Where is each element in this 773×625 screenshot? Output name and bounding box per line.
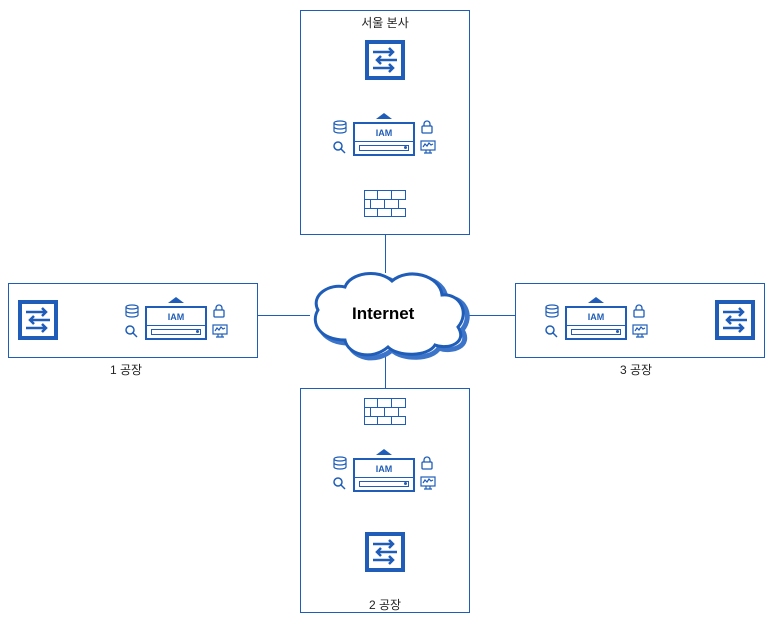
iam-server-right: IAM [565, 306, 627, 340]
server-left-trapezoid [168, 297, 184, 303]
monitor-icon-bottom [420, 476, 436, 490]
monitor-icon-right [632, 324, 648, 338]
lock-icon-top [420, 120, 436, 134]
switch-icon-top [365, 40, 405, 80]
switch-icon-right [715, 300, 755, 340]
switch-icon-left [18, 300, 58, 340]
network-diagram: Internet 서울 본사 IAM [0, 0, 773, 625]
site-left-label: 1 공장 [110, 361, 142, 378]
server-right-trapezoid [588, 297, 604, 303]
server-bottom-trapezoid [376, 449, 392, 455]
iam-label-bottom: IAM [355, 460, 413, 478]
iam-server-bottom: IAM [353, 458, 415, 492]
site-top-label: 서울 본사 [300, 14, 470, 31]
iam-server-left: IAM [145, 306, 207, 340]
search-icon-bottom [332, 476, 348, 490]
lock-icon-right [632, 304, 648, 318]
lock-icon-left [212, 304, 228, 318]
switch-icon-bottom [365, 532, 405, 572]
internet-label: Internet [352, 304, 414, 324]
lock-icon-bottom [420, 456, 436, 470]
server-top-trapezoid [376, 113, 392, 119]
iam-label-right: IAM [567, 308, 625, 326]
firewall-bottom [364, 398, 406, 426]
monitor-icon-left [212, 324, 228, 338]
firewall-top [364, 190, 406, 218]
iam-label-left: IAM [147, 308, 205, 326]
storage-icon-right [544, 304, 560, 318]
iam-label-top: IAM [355, 124, 413, 142]
site-bottom-label: 2 공장 [300, 596, 470, 613]
storage-icon-top [332, 120, 348, 134]
site-right-label: 3 공장 [620, 361, 652, 378]
search-icon-top [332, 140, 348, 154]
monitor-icon-top [420, 140, 436, 154]
search-icon-right [544, 324, 560, 338]
storage-icon-left [124, 304, 140, 318]
iam-server-top: IAM [353, 122, 415, 156]
storage-icon-bottom [332, 456, 348, 470]
search-icon-left [124, 324, 140, 338]
